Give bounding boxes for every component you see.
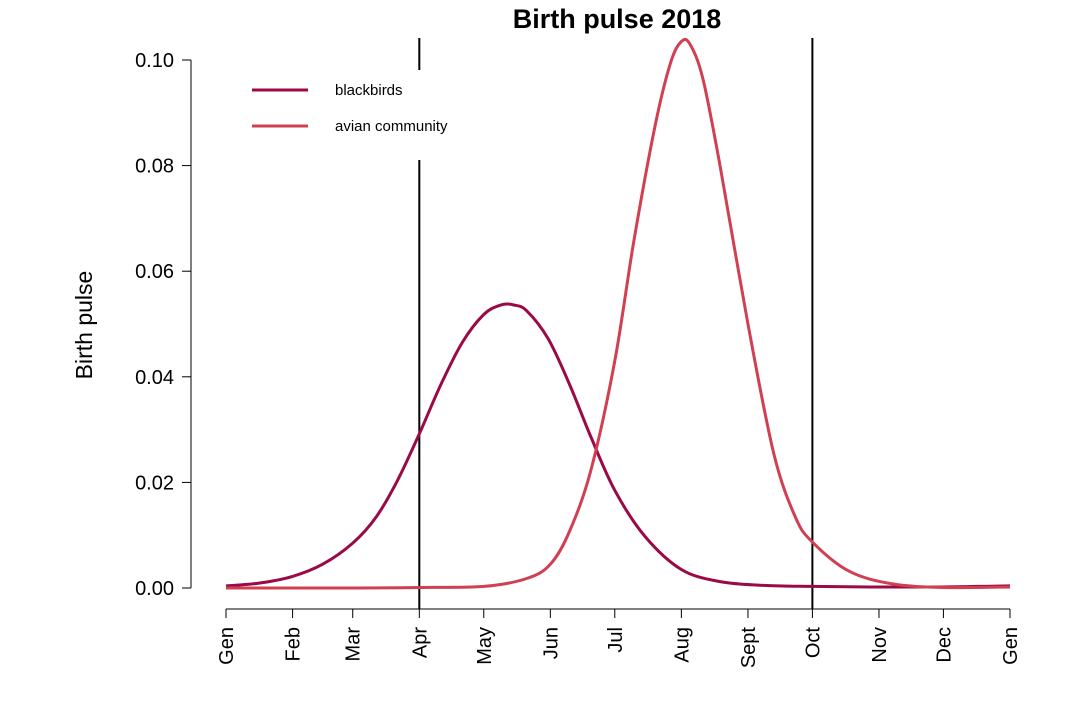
legend: blackbirds avian community (238, 70, 483, 160)
series-line-1 (225, 37, 1011, 590)
x-tick-label: Jun (540, 627, 562, 659)
x-tick-label: Apr (409, 627, 431, 658)
legend-label: blackbirds (335, 82, 403, 99)
x-axis: Gen Feb Mar Apr May Jun Jul Aug Sept Oct Nov Dec Gen (216, 608, 1022, 669)
y-tick-label: 0.10 (135, 50, 174, 72)
x-tick-label: Oct (802, 627, 824, 659)
y-axis: 0.00 0.02 0.04 0.06 0.08 0.10 (135, 50, 192, 600)
x-tick-label: Dec (933, 627, 955, 663)
legend-label: avian community (335, 118, 448, 135)
series-layer (225, 37, 1011, 590)
series-line-0 (225, 302, 1011, 589)
y-tick-label: 0.02 (135, 472, 174, 494)
y-tick-label: 0.04 (135, 367, 174, 389)
x-tick-label: Jul (605, 627, 627, 653)
legend-box (238, 70, 483, 160)
y-tick-label: 0.00 (135, 578, 174, 600)
x-tick-label: May (474, 627, 496, 665)
x-tick-label: Mar (343, 627, 365, 662)
x-tick-label: Sept (738, 627, 760, 669)
y-tick-label: 0.08 (135, 156, 174, 178)
chart-title: Birth pulse 2018 (513, 4, 722, 34)
x-tick-label: Aug (671, 627, 693, 663)
y-tick-label: 0.06 (135, 261, 174, 283)
x-tick-label: Nov (869, 627, 891, 663)
y-axis-label: Birth pulse (71, 271, 97, 380)
x-tick-label: Gen (216, 627, 238, 665)
x-tick-label: Gen (1000, 627, 1022, 665)
x-tick-label: Feb (283, 627, 305, 661)
